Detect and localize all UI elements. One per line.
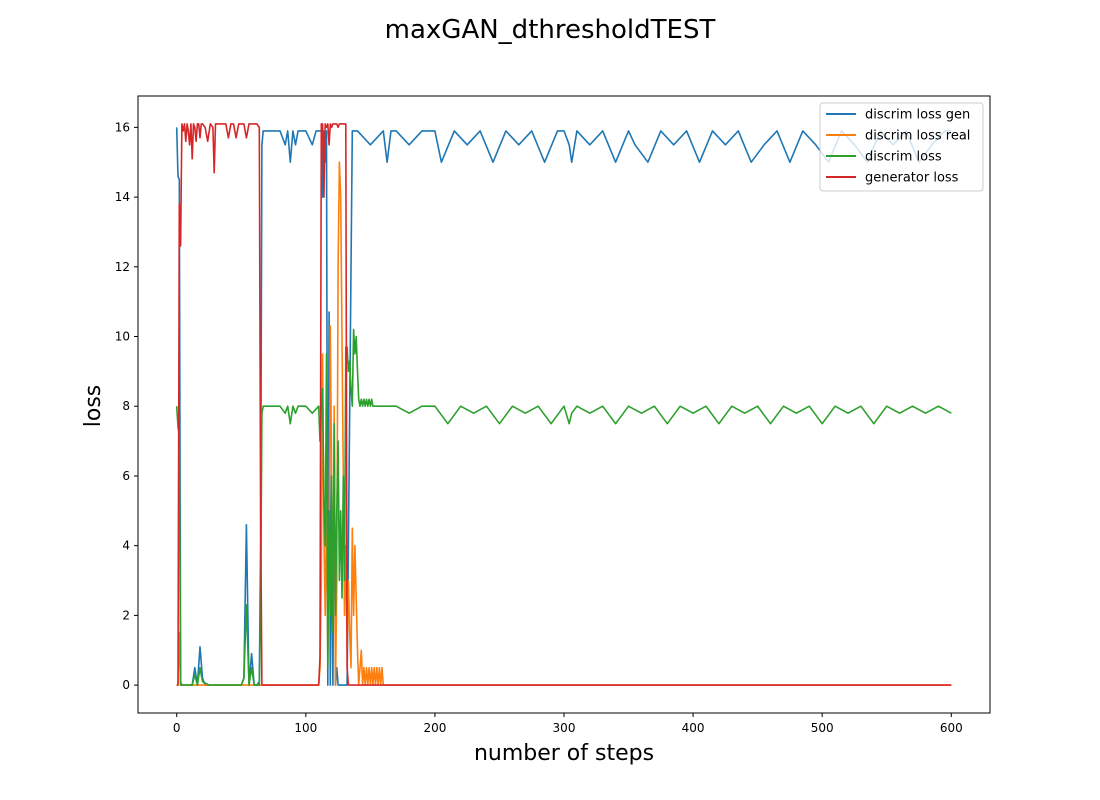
plot-area xyxy=(138,96,990,713)
y-tick-label: 10 xyxy=(115,330,130,344)
y-axis: 0 2 4 6 8 10 12 14 16 xyxy=(115,120,138,692)
x-tick-label: 0 xyxy=(173,721,181,735)
x-tick-label: 600 xyxy=(940,721,963,735)
legend-box xyxy=(819,102,984,192)
y-tick-label: 6 xyxy=(122,469,130,483)
series-layer xyxy=(175,123,952,686)
x-tick-label: 200 xyxy=(423,721,446,735)
y-tick-label: 14 xyxy=(115,190,130,204)
y-tick-label: 2 xyxy=(122,608,130,622)
legend-label: discrim loss gen xyxy=(865,108,970,123)
y-tick-label: 0 xyxy=(122,678,130,692)
x-tick-label: 300 xyxy=(553,721,576,735)
legend-label: discrim loss xyxy=(865,150,942,165)
legend-label: generator loss xyxy=(865,171,959,186)
x-tick-label: 400 xyxy=(682,721,705,735)
y-tick-label: 12 xyxy=(115,260,130,274)
x-axis-title: number of steps xyxy=(474,741,654,766)
y-tick-label: 4 xyxy=(122,539,130,553)
series-line-discrim-loss-gen xyxy=(175,127,952,686)
chart-title: maxGAN_dthresholdTEST xyxy=(385,15,716,45)
series-line-discrim-loss xyxy=(175,328,952,686)
y-axis-title: loss xyxy=(81,385,106,428)
x-axis: 0 100 200 300 400 500 600 xyxy=(173,713,963,735)
legend: discrim loss gen discrim loss real discrim… xyxy=(819,102,984,192)
series-line-generator-loss xyxy=(176,123,952,686)
legend-label: discrim loss real xyxy=(865,129,970,144)
y-tick-label: 16 xyxy=(115,120,130,134)
x-tick-label: 100 xyxy=(294,721,317,735)
y-tick-label: 8 xyxy=(122,399,130,413)
x-tick-label: 500 xyxy=(811,721,834,735)
